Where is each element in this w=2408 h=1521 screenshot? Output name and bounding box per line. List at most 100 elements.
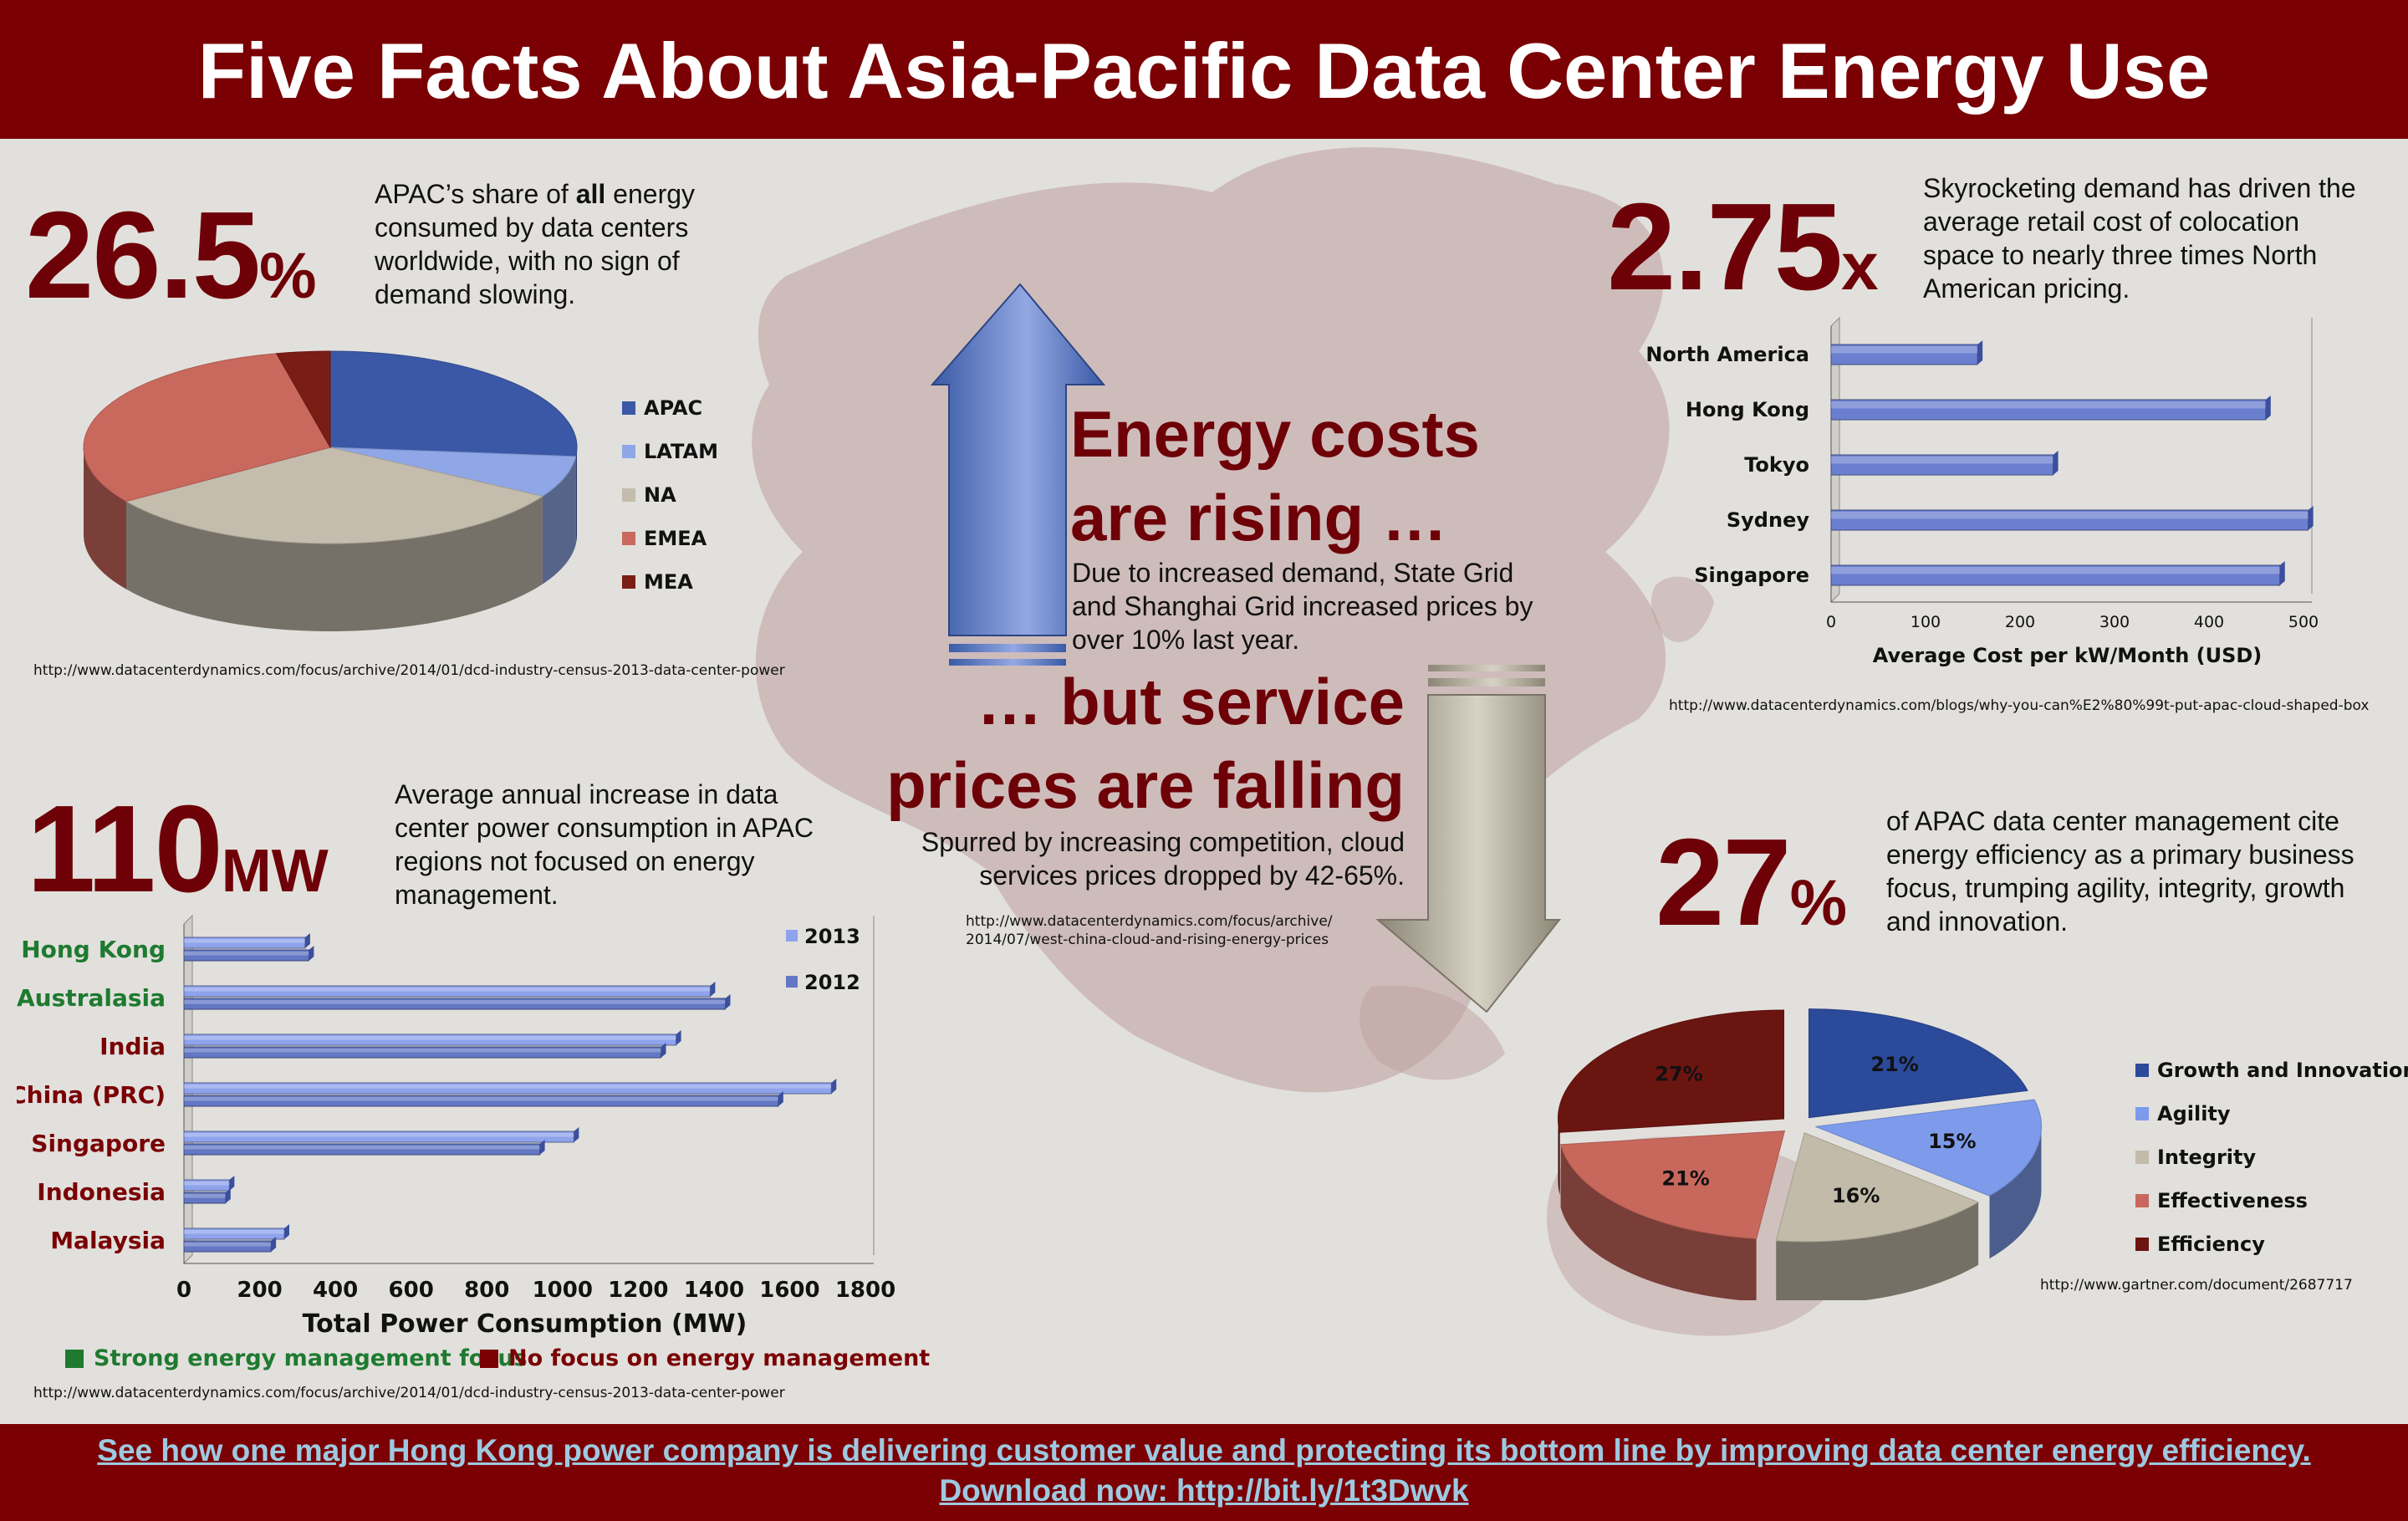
bar1-bar-north-america-face (1830, 344, 1978, 365)
bar2-bar-singapore-2012-cap (539, 1140, 545, 1155)
pie2-label-integrity: 16% (1832, 1184, 1880, 1207)
power-consumption-bar-chart: Hong Kong Australasia India China (PRC) Sing… (17, 914, 895, 1339)
pie2-slice-growth-and-innovation (1808, 1008, 2028, 1119)
bar1-tick-400: 400 (2194, 613, 2224, 631)
fact2-unit: x (1841, 229, 1879, 304)
bar2-category-indonesia: Indonesia (37, 1178, 166, 1206)
falling-arrow-icon (1375, 665, 1562, 1013)
management-focus-pie-chart: 21% 15% 16% 21% 27% (1558, 1008, 2042, 1300)
bar1-bar-north-america-shine (1831, 346, 1978, 354)
fact3-unit: MW (221, 838, 329, 905)
falling-source-line1: http://www.datacenterdynamics.com/focus/… (966, 913, 1333, 930)
pie2-slice-efficiency (1558, 1009, 1784, 1133)
fact4-unit: % (1789, 867, 1848, 939)
bar1-bar-sydney-face (1830, 509, 2309, 531)
pie1-side-emea (84, 448, 127, 590)
fact1-text-bold: all (575, 179, 606, 209)
bar1-x-label: Average Cost per kW/Month (USD) (1873, 644, 2263, 667)
bar1-category-north-america: North America (1645, 343, 1809, 366)
fact2-number: 2.75 (1607, 178, 1843, 316)
pie2-legend-entry-effectiveness: Effectiveness (2157, 1189, 2308, 1212)
fact3-number: 110 (27, 780, 223, 918)
bar2-tick-200: 200 (237, 1278, 282, 1303)
energy-share-pie-chart (83, 350, 578, 631)
pie1-slice-apac (329, 350, 578, 457)
pie2-label-growth-and-innovation: 21% (1870, 1053, 1918, 1076)
bar2-bar-hong-kong-2012-cap (309, 946, 314, 961)
bar2-bar-australasia-2012-shine (184, 1000, 726, 1004)
bar2-bar-india-2013-cap (676, 1030, 681, 1045)
fact4-source: http://www.gartner.com/document/2687717 (2040, 1277, 2353, 1294)
bar2-bar-hong-kong-2013 (183, 933, 310, 949)
fact1-text-post: energy consumed by data centers worldwid… (375, 179, 696, 309)
bar1-category-sydney: Sydney (1727, 508, 1809, 532)
bar1-bar-singapore-shine (1831, 567, 2280, 574)
pie1-legend-entry-apac: APAC (644, 396, 702, 420)
pie2-slice-effectiveness (1559, 1130, 1786, 1239)
footer-cta-link[interactable]: See how one major Hong Kong power compan… (97, 1433, 2311, 1467)
bar2-tick-0: 0 (176, 1278, 191, 1303)
bar1-bar-north-america (1830, 340, 1983, 365)
pie2-legend-swatch-growth-and-innovation (2135, 1064, 2149, 1077)
bar2-category-singapore: Singapore (31, 1130, 166, 1157)
pie1-slice-mea (275, 350, 331, 449)
bar1-tick-200: 200 (2005, 613, 2035, 631)
bar2-bar-china-prc-2012-shine (184, 1097, 778, 1101)
bar2-tick-600: 600 (389, 1278, 434, 1303)
bar1-category-tokyo: Tokyo (1744, 453, 1809, 477)
bar2-bar-singapore-2013-cap (574, 1127, 579, 1142)
bar2-tick-1400: 1400 (684, 1278, 744, 1303)
bar1-bar-singapore-cap (2279, 561, 2285, 585)
pie2-legend-swatch-effectiveness (2135, 1194, 2149, 1207)
bar2-bar-indonesia-2012-shine (184, 1194, 226, 1198)
bar2-legend-swatch-2013 (786, 930, 798, 942)
pie1-legend-entry-latam: LATAM (644, 440, 718, 463)
bar1-bar-tokyo-cap (2053, 451, 2059, 475)
bar2-bar-china-prc-2013-shine (184, 1085, 832, 1089)
bar2-bar-indonesia-2012-cap (225, 1188, 231, 1203)
falling-heading-line2: prices are falling (886, 748, 1405, 822)
bar2-bar-india-2013-shine (184, 1036, 676, 1040)
bar2-bar-indonesia-2013-cap (229, 1176, 235, 1191)
bar2-bar-australasia-2012 (183, 994, 731, 1010)
pie1-side-na (126, 496, 543, 631)
pie2-label-effectiveness: 21% (1661, 1166, 1709, 1190)
legend-strong-label: Strong energy management focus (94, 1345, 528, 1371)
fact1-description: APAC’s share of all energy consumed by d… (375, 177, 742, 311)
falling-source-line2: 2014/07/west-china-cloud-and-rising-ener… (966, 931, 1329, 948)
bar1-bar-sydney-cap (2308, 506, 2314, 530)
pie2-slice-agility (1815, 1099, 2042, 1197)
pie2-legend-swatch-efficiency (2135, 1238, 2149, 1251)
bar1-bar-tokyo-shine (1831, 457, 2053, 464)
bar2-bar-indonesia-2013-shine (184, 1182, 230, 1186)
bar2-bar-india-2012-shine (184, 1049, 661, 1053)
pie2-side-effectiveness (1560, 1144, 1757, 1300)
bar1-tick-0: 0 (1826, 613, 1836, 631)
bar2-legend-swatch-2012 (786, 976, 798, 988)
rising-heading-line2: are rising … (1070, 481, 1447, 554)
bar2-bar-china-prc-2012-cap (778, 1091, 783, 1106)
bar2-bar-malaysia-2012-cap (271, 1237, 277, 1252)
footer-download-link[interactable]: Download now: http://bit.ly/1t3Dwvk (939, 1473, 1469, 1508)
bar2-bar-malaysia-2012 (183, 1237, 277, 1253)
bar2-bar-china-prc-2013-cap (831, 1079, 837, 1094)
pie1-legend-swatch-apac (622, 401, 635, 415)
pie1-legend-swatch-mea (622, 575, 635, 589)
bar1-bar-hong-kong-face (1830, 399, 2267, 421)
pie2-side-efficiency (1558, 1118, 1560, 1196)
fact1-unit: % (259, 240, 317, 312)
pie1-slice-emea (83, 353, 331, 503)
bar2-bar-india-2012-cap (661, 1043, 666, 1058)
bar1-category-hong-kong: Hong Kong (1686, 398, 1809, 421)
fact4-number: 27 (1656, 814, 1792, 952)
pie1-legend-swatch-emea (622, 532, 635, 545)
bar2-bar-hong-kong-2013-cap (304, 933, 310, 948)
pie2-label-agility: 15% (1928, 1130, 1976, 1153)
bar2-bar-hong-kong-2013-shine (184, 939, 305, 943)
rising-text-line2: and Shanghai Grid increased prices by (1072, 591, 1533, 621)
bar1-tick-100: 100 (1911, 613, 1941, 631)
fact3-number-group: 110MW (27, 788, 329, 911)
bar2-bar-indonesia-2012 (183, 1188, 231, 1204)
falling-text-line1: Spurred by increasing competition, cloud (921, 827, 1405, 857)
